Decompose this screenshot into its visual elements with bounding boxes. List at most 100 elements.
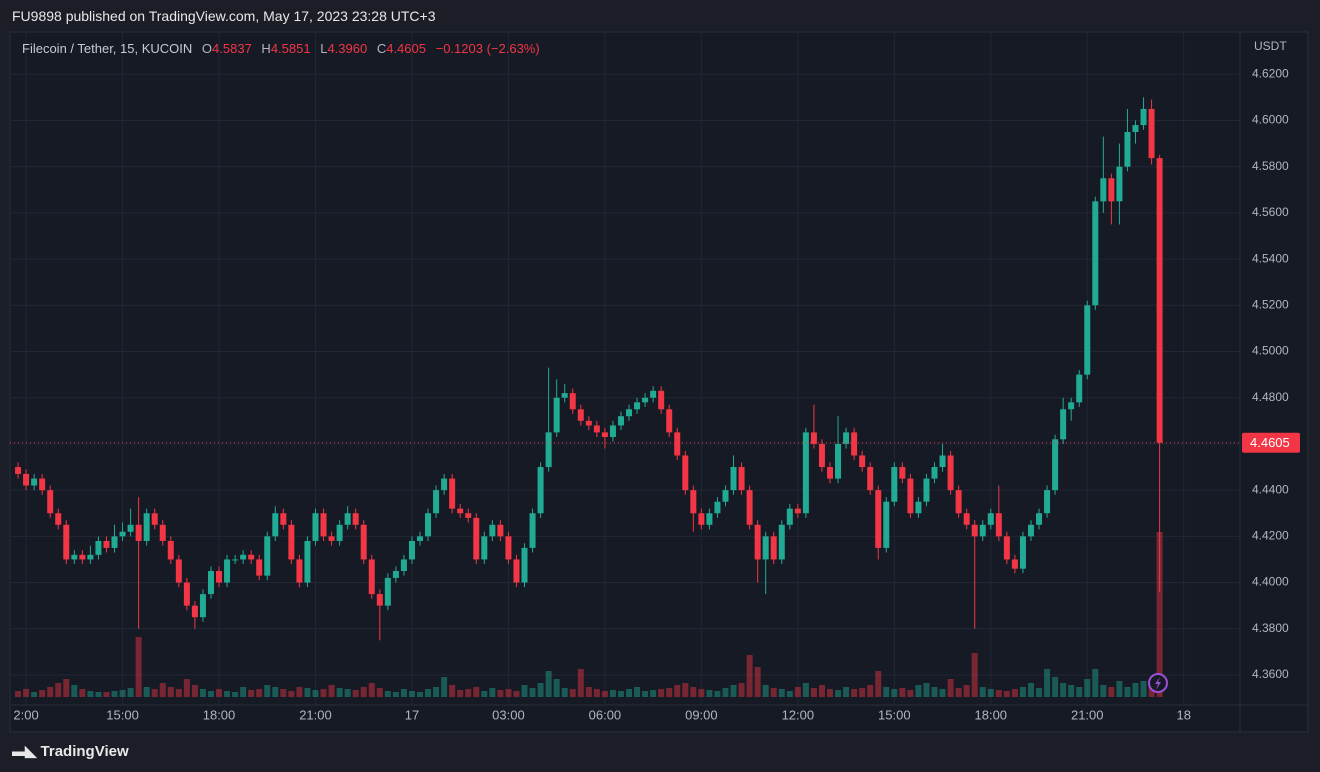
candle-body bbox=[119, 531, 126, 537]
y-tick-label: 4.6000 bbox=[1252, 113, 1289, 127]
candle-body bbox=[441, 478, 448, 491]
y-tick-label: 4.4800 bbox=[1252, 390, 1289, 404]
volume-bar bbox=[529, 688, 536, 697]
volume-bar bbox=[859, 688, 866, 697]
volume-bar bbox=[425, 689, 432, 697]
volume-bar bbox=[714, 691, 721, 697]
candle-body bbox=[786, 508, 793, 525]
candle-body bbox=[609, 425, 616, 437]
volume-bar bbox=[497, 690, 504, 697]
candle-body bbox=[867, 467, 874, 491]
candle-body bbox=[15, 467, 22, 474]
volume-bar bbox=[722, 688, 729, 697]
candle-body bbox=[143, 513, 150, 541]
x-tick-label: 2:00 bbox=[13, 707, 38, 722]
candle-body bbox=[682, 455, 689, 491]
volume-bar bbox=[457, 690, 464, 697]
candle-body bbox=[103, 540, 110, 548]
brand-text: TradingView bbox=[40, 743, 129, 760]
y-tick-label: 4.6200 bbox=[1252, 66, 1289, 80]
candle-body bbox=[827, 467, 833, 479]
y-tick-label: 4.5800 bbox=[1252, 159, 1289, 173]
volume-bar bbox=[762, 685, 769, 697]
candle-body bbox=[199, 594, 206, 618]
candle-body bbox=[690, 490, 697, 514]
y-tick-label: 4.4200 bbox=[1252, 529, 1289, 543]
candle-body bbox=[87, 554, 94, 560]
volume-bar bbox=[1003, 691, 1010, 697]
candle-body bbox=[577, 409, 584, 421]
legend-value: 4.3960 bbox=[327, 41, 367, 56]
volume-bar bbox=[963, 685, 970, 697]
marks bbox=[10, 97, 1240, 697]
x-tick-label: 09:00 bbox=[685, 707, 718, 722]
candle-body bbox=[151, 513, 158, 525]
candle-body bbox=[1148, 108, 1155, 159]
volume-bar bbox=[408, 691, 415, 697]
volume-bar bbox=[626, 689, 633, 697]
candle-body bbox=[875, 490, 882, 548]
candle-body bbox=[264, 536, 271, 576]
x-tick-label: 21:00 bbox=[1071, 707, 1104, 722]
volume-bar bbox=[827, 689, 833, 697]
candle-body bbox=[843, 432, 850, 444]
volume-bar bbox=[979, 687, 986, 697]
volume-bar bbox=[248, 690, 255, 697]
candle-body bbox=[714, 501, 721, 514]
volume-bar bbox=[1156, 532, 1163, 697]
last-price-label: 4.4605 bbox=[1250, 435, 1290, 450]
legend-key: C bbox=[377, 41, 386, 56]
candle-body bbox=[770, 536, 777, 560]
candle-body bbox=[746, 490, 753, 525]
candle-body bbox=[585, 420, 592, 426]
volume-bar bbox=[224, 691, 231, 697]
legend-change: −0.1203 (−2.63%) bbox=[436, 41, 540, 56]
candle-body bbox=[1084, 305, 1091, 375]
candle-body bbox=[320, 513, 327, 537]
candle-body bbox=[1116, 166, 1123, 202]
volume-bar bbox=[441, 677, 448, 697]
volume-bar bbox=[216, 689, 223, 697]
y-tick-label: 4.4000 bbox=[1252, 575, 1289, 589]
candle-body bbox=[891, 467, 898, 502]
volume-bar bbox=[312, 690, 319, 697]
candle-body bbox=[497, 524, 504, 537]
candle-body bbox=[400, 559, 407, 571]
candle-body bbox=[987, 513, 994, 525]
candle-body bbox=[1036, 513, 1043, 525]
volume-bar bbox=[939, 689, 946, 697]
volume-bar bbox=[1052, 677, 1059, 697]
x-tick-label: 03:00 bbox=[492, 707, 525, 722]
axis-unit: USDT bbox=[1254, 39, 1287, 53]
candle-body bbox=[1092, 201, 1099, 306]
volume-bar bbox=[698, 689, 705, 697]
legend-key: O bbox=[202, 41, 212, 56]
candle-body bbox=[63, 524, 70, 560]
candle-body bbox=[1011, 559, 1018, 569]
volume-bar bbox=[232, 692, 239, 697]
candle-body bbox=[601, 432, 608, 437]
candle-body bbox=[738, 467, 745, 491]
candle-body bbox=[1140, 108, 1147, 126]
volume-bar bbox=[1124, 687, 1131, 697]
candle-body bbox=[344, 513, 351, 525]
legend-key: L bbox=[320, 41, 327, 56]
candle-body bbox=[360, 524, 367, 560]
candle-body bbox=[537, 467, 544, 514]
candle-body bbox=[296, 559, 303, 583]
candle-body bbox=[312, 513, 319, 541]
candle-body bbox=[513, 559, 520, 583]
volume-bar bbox=[875, 671, 882, 697]
candle-body bbox=[47, 490, 54, 514]
volume-bar bbox=[617, 691, 624, 697]
volume-bar bbox=[143, 687, 150, 697]
volume-bar bbox=[360, 687, 367, 697]
x-tick-label: 12:00 bbox=[782, 707, 815, 722]
candle-body bbox=[280, 513, 287, 525]
candle-body bbox=[1156, 158, 1163, 443]
candle-body bbox=[835, 443, 842, 479]
candle-body bbox=[818, 443, 825, 468]
candle-body bbox=[923, 478, 930, 502]
candle-body bbox=[95, 540, 102, 555]
candle-body bbox=[175, 559, 182, 583]
